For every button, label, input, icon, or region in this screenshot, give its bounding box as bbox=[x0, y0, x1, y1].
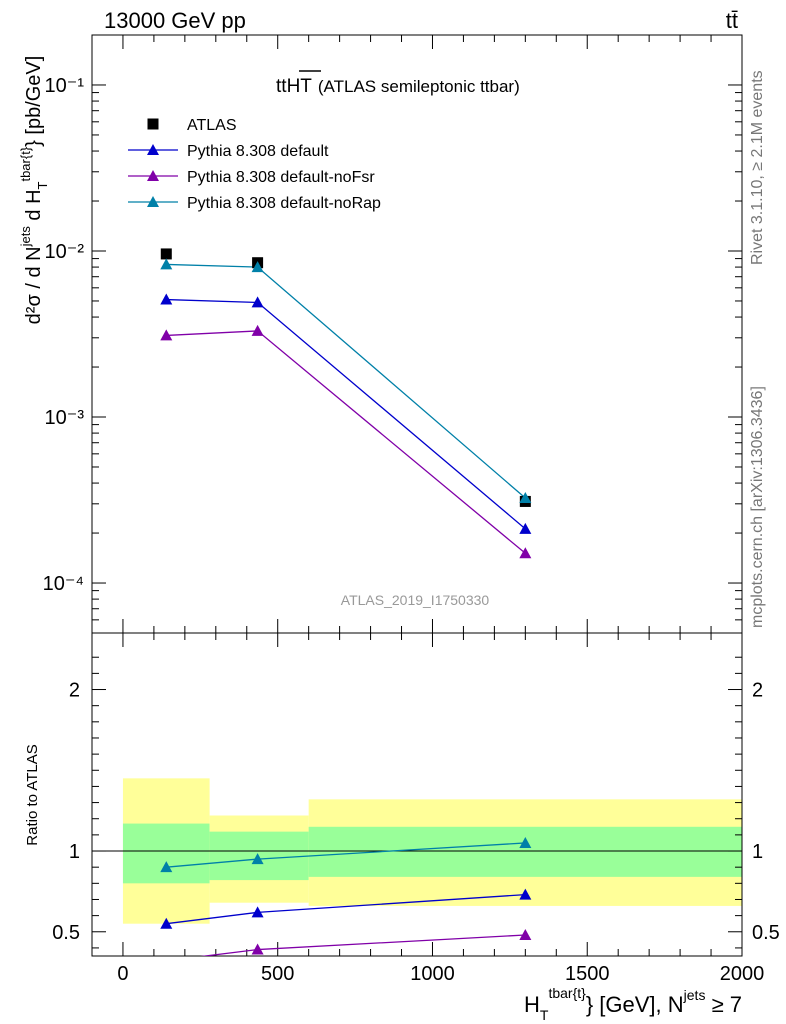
series-line-default bbox=[166, 298, 526, 530]
x-tick-label: 0 bbox=[117, 963, 128, 985]
ratio-y-axis-label: Ratio to ATLAS bbox=[24, 744, 41, 845]
ratio-band-inner bbox=[122, 823, 210, 884]
data-point-default bbox=[251, 296, 264, 308]
ratio-y-tick-label-right: 0.5 bbox=[752, 922, 780, 944]
analysis-id: ATLAS_2019_I1750330 bbox=[341, 592, 490, 608]
ratio-point-noFsr bbox=[519, 929, 532, 941]
plot-title: ttHT (ATLAS semileptonic ttbar) bbox=[276, 76, 520, 97]
ratio-point-noRap bbox=[251, 853, 264, 865]
legend-marker-noFsr bbox=[147, 170, 159, 181]
ratio-y-tick-label: 0.5 bbox=[52, 922, 80, 944]
series-line-noFsr bbox=[166, 330, 526, 554]
main-y-tick-labels: 10⁻⁴ 10⁻³ 10⁻² 10⁻¹ bbox=[43, 75, 85, 595]
data-point-noFsr bbox=[519, 547, 532, 559]
legend-marker-noRap bbox=[147, 196, 159, 207]
energy-label: 13000 GeV pp bbox=[104, 8, 246, 33]
data-point-noFsr bbox=[160, 329, 173, 341]
legend-label-default: Pythia 8.308 default bbox=[187, 143, 329, 160]
data-point-data bbox=[160, 248, 172, 260]
rivet-label: Rivet 3.1.10, ≥ 2.1M events bbox=[749, 70, 766, 265]
x-tick-label: 1500 bbox=[565, 963, 610, 985]
plot-title-overline: HT bbox=[287, 76, 313, 97]
legend: ATLAS Pythia 8.308 default Pythia 8.308 de… bbox=[128, 117, 381, 212]
plot-title-main: tt bbox=[276, 76, 287, 97]
legend-label-data: ATLAS bbox=[187, 117, 237, 134]
series-line-noRap bbox=[166, 263, 526, 499]
ratio-point-default bbox=[160, 917, 173, 929]
x-tick-label: 1000 bbox=[410, 963, 455, 985]
ratio-line-noFsr bbox=[200, 934, 526, 956]
ratio-y-tick-label-right: 1 bbox=[752, 841, 763, 863]
ratio-point-noRap bbox=[519, 836, 532, 848]
main-axis-ticks bbox=[92, 34, 743, 634]
legend-marker-default bbox=[147, 144, 159, 155]
ratio-point-noFsr bbox=[251, 943, 264, 955]
ratio-panel-frame bbox=[91, 632, 743, 957]
data-point-default bbox=[160, 293, 173, 305]
x-tick-label: 500 bbox=[261, 963, 294, 985]
ratio-y-tick-label: 1 bbox=[69, 841, 80, 863]
x-tick-labels: 0 500 1000 1500 2000 bbox=[117, 963, 764, 985]
legend-marker-data bbox=[147, 118, 159, 130]
data-point-noRap bbox=[519, 492, 532, 504]
ratio-series-group bbox=[160, 836, 532, 956]
main-y-axis-label: d²σ / d Njets d HTtbar{t}} [pb/GeV] bbox=[18, 56, 50, 325]
ratio-y-tick-labels: 0.5 0.5 1 1 2 2 bbox=[52, 680, 780, 944]
main-y-tick-label: 10⁻³ bbox=[45, 407, 85, 429]
ratio-point-default bbox=[251, 906, 264, 918]
legend-label-noFsr: Pythia 8.308 default-noFsr bbox=[187, 169, 375, 186]
ratio-band-inner bbox=[209, 831, 309, 881]
main-series-group bbox=[160, 248, 532, 559]
ratio-y-tick-label-right: 2 bbox=[752, 680, 763, 702]
data-point-noFsr bbox=[251, 324, 264, 336]
ratio-point-noRap bbox=[160, 861, 173, 873]
process-label: tt̄ bbox=[726, 8, 738, 33]
data-point-noRap bbox=[160, 258, 173, 270]
x-tick-label: 2000 bbox=[720, 963, 765, 985]
data-point-default bbox=[519, 522, 532, 534]
main-y-tick-label: 10⁻² bbox=[45, 241, 85, 263]
x-axis-label: HTtbar{t}} [GeV], Njets ≥ 7 bbox=[524, 985, 742, 1023]
ratio-point-default bbox=[519, 888, 532, 900]
legend-label-noRap: Pythia 8.308 default-noRap bbox=[187, 195, 381, 212]
main-y-tick-label: 10⁻¹ bbox=[45, 75, 85, 97]
data-point-noRap bbox=[251, 261, 264, 273]
main-y-tick-label: 10⁻⁴ bbox=[43, 573, 84, 595]
ratio-series-clipped bbox=[160, 836, 532, 956]
mcplots-label: mcplots.cern.ch [arXiv:1306.3436] bbox=[749, 386, 766, 628]
plot-title-sub: (ATLAS semileptonic ttbar) bbox=[318, 77, 520, 96]
ratio-y-tick-label: 2 bbox=[69, 680, 80, 702]
ratio-uncertainty-bands bbox=[122, 778, 742, 924]
ratio-axis-ticks bbox=[92, 633, 743, 956]
